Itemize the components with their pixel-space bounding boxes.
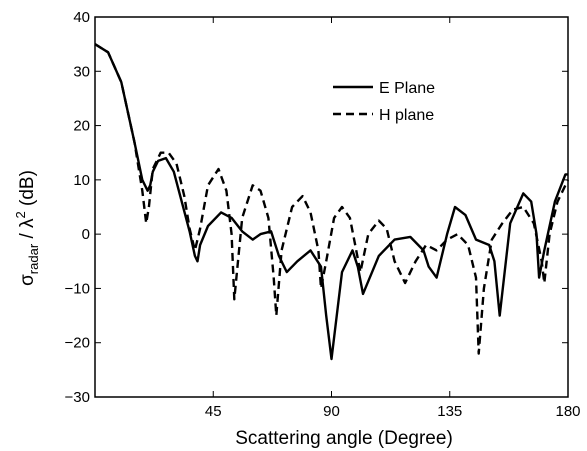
y-tick-label: 30 xyxy=(73,63,90,80)
y-tick-label: 40 xyxy=(73,9,90,26)
series-line-e-plane xyxy=(94,43,568,361)
x-tick-label: 45 xyxy=(205,403,222,420)
series-layer xyxy=(94,43,570,361)
legend-label-h-plane: H plane xyxy=(379,107,434,124)
legend-label-e-plane: E Plane xyxy=(379,80,435,97)
legend: E Plane H plane xyxy=(333,80,435,124)
plot-area-frame xyxy=(94,16,569,398)
y-axis-label-sigma: σ xyxy=(17,274,38,286)
axis-ticks: −30 −20 −10 0 10 20 30 40 45 90 135 180 xyxy=(65,9,581,420)
y-axis-label-superscript: 2 xyxy=(13,211,28,218)
y-tick-label: 20 xyxy=(73,118,90,135)
y-axis-label-subscript: radar xyxy=(26,243,41,274)
series-line-h-plane xyxy=(94,43,570,355)
y-axis-label-unit: (dB) xyxy=(17,170,38,211)
y-tick-label: −30 xyxy=(65,389,90,406)
y-tick-label: 10 xyxy=(73,172,90,189)
x-tick-label: 90 xyxy=(323,403,340,420)
x-tick-label: 135 xyxy=(437,403,462,420)
x-axis-label: Scattering angle (Degree) xyxy=(235,428,453,449)
x-tick-label: 180 xyxy=(555,403,580,420)
y-tick-label: −10 xyxy=(65,280,90,297)
y-axis-label: σradar / λ2 (dB) xyxy=(13,170,41,286)
y-axis-label-middle: / λ xyxy=(17,218,38,244)
y-tick-label: 0 xyxy=(82,226,90,243)
y-tick-label: −20 xyxy=(65,335,90,352)
